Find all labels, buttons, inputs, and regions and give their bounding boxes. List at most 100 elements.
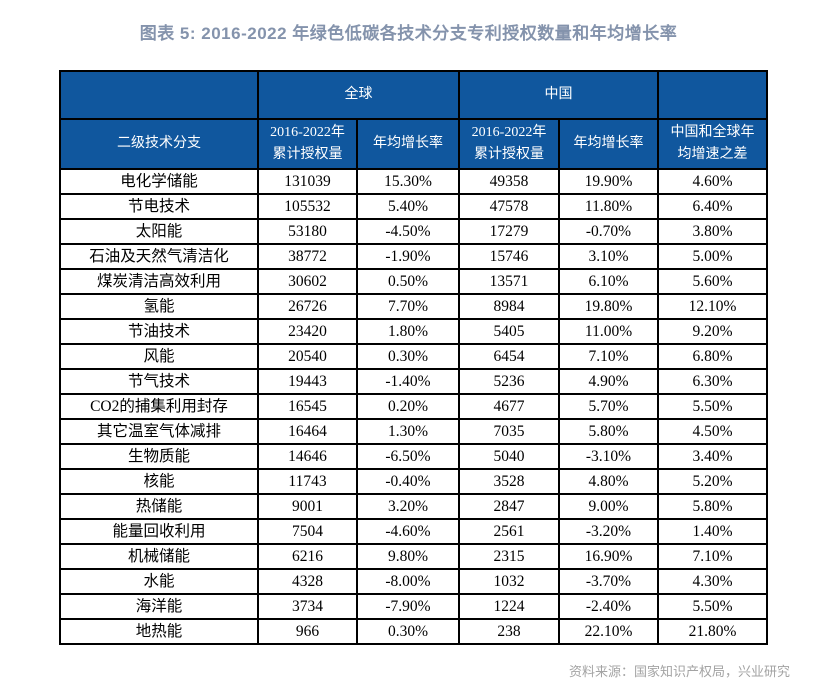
global-grants-cell: 30602 [257,268,358,295]
china-grants-cell: 17279 [458,218,560,245]
tech-branch-cell: 电化学储能 [59,168,259,195]
header-group-china: 中国 [458,70,659,120]
global-grants-cell: 7504 [257,518,358,545]
growth-diff-cell: 4.30% [657,568,768,595]
growth-diff-cell: 1.40% [657,518,768,545]
table-row: 氢能 26726 7.70% 8984 19.80% 12.10% [59,293,768,320]
growth-diff-cell: 7.10% [657,543,768,570]
china-grants-cell: 2561 [458,518,560,545]
header-corner-cell [59,70,259,120]
tech-branch-cell: 风能 [59,343,259,370]
growth-diff-cell: 5.20% [657,468,768,495]
table-row: 能量回收利用 7504 -4.60% 2561 -3.20% 1.40% [59,518,768,545]
patent-data-table: 全球 中国 二级技术分支 2016-2022年 累计授权量 年均增长率 2016… [59,70,768,645]
global-cagr-cell: 0.30% [356,618,460,645]
table-row: 海洋能 3734 -7.90% 1224 -2.40% 5.50% [59,593,768,620]
growth-diff-cell: 6.80% [657,343,768,370]
global-cagr-cell: -7.90% [356,593,460,620]
table-row: 机械储能 6216 9.80% 2315 16.90% 7.10% [59,543,768,570]
global-grants-cell: 9001 [257,493,358,520]
table-row: 电化学储能 131039 15.30% 49358 19.90% 4.60% [59,168,768,195]
china-grants-cell: 5040 [458,443,560,470]
table-row: 太阳能 53180 -4.50% 17279 -0.70% 3.80% [59,218,768,245]
growth-diff-cell: 6.30% [657,368,768,395]
tech-branch-cell: 节电技术 [59,193,259,220]
global-cagr-cell: -8.00% [356,568,460,595]
china-grants-cell: 238 [458,618,560,645]
table-header: 全球 中国 二级技术分支 2016-2022年 累计授权量 年均增长率 2016… [59,70,768,170]
global-grants-cell: 966 [257,618,358,645]
china-cagr-cell: -2.40% [558,593,659,620]
china-grants-cell: 6454 [458,343,560,370]
header-growth-diff: 中国和全球年 均增速之差 [657,118,768,170]
growth-diff-cell: 9.20% [657,318,768,345]
global-cagr-cell: -6.50% [356,443,460,470]
china-cagr-cell: 5.70% [558,393,659,420]
china-grants-cell: 2315 [458,543,560,570]
table-row: 水能 4328 -8.00% 1032 -3.70% 4.30% [59,568,768,595]
china-grants-cell: 1224 [458,593,560,620]
table-row: 核能 11743 -0.40% 3528 4.80% 5.20% [59,468,768,495]
data-source-note: 资料来源：国家知识产权局，兴业研究 [568,664,790,679]
table-row: 石油及天然气清洁化 38772 -1.90% 15746 3.10% 5.00% [59,243,768,270]
china-cagr-cell: 11.80% [558,193,659,220]
china-cagr-cell: 4.90% [558,368,659,395]
china-grants-cell: 3528 [458,468,560,495]
growth-diff-cell: 5.50% [657,593,768,620]
china-grants-cell: 2847 [458,493,560,520]
table-body: 电化学储能 131039 15.30% 49358 19.90% 4.60% 节电技术 105… [59,168,768,645]
china-cagr-cell: -3.10% [558,443,659,470]
tech-branch-cell: 海洋能 [59,593,259,620]
growth-diff-cell: 3.40% [657,443,768,470]
global-grants-cell: 6216 [257,543,358,570]
global-grants-cell: 16545 [257,393,358,420]
tech-branch-cell: 节油技术 [59,318,259,345]
header-china-cumulative-grants: 2016-2022年 累计授权量 [458,118,560,170]
tech-branch-cell: 其它温室气体减排 [59,418,259,445]
growth-diff-cell: 21.80% [657,618,768,645]
china-cagr-cell: 4.80% [558,468,659,495]
global-cagr-cell: 0.50% [356,268,460,295]
global-grants-cell: 20540 [257,343,358,370]
global-grants-cell: 3734 [257,593,358,620]
global-grants-cell: 53180 [257,218,358,245]
global-cagr-cell: 5.40% [356,193,460,220]
global-cagr-cell: 3.20% [356,493,460,520]
global-cagr-cell: 1.80% [356,318,460,345]
china-cagr-cell: 16.90% [558,543,659,570]
china-cagr-cell: 19.80% [558,293,659,320]
table-row: 风能 20540 0.30% 6454 7.10% 6.80% [59,343,768,370]
china-cagr-cell: -0.70% [558,218,659,245]
global-grants-cell: 16464 [257,418,358,445]
figure-title: 图表 5: 2016-2022 年绿色低碳各技术分支专利授权数量和年均增长率 [139,24,678,43]
growth-diff-cell: 5.60% [657,268,768,295]
global-cagr-cell: 0.20% [356,393,460,420]
global-grants-cell: 105532 [257,193,358,220]
china-cagr-cell: 22.10% [558,618,659,645]
china-cagr-cell: -3.20% [558,518,659,545]
china-cagr-cell: 5.80% [558,418,659,445]
global-cagr-cell: -4.60% [356,518,460,545]
china-cagr-cell: 6.10% [558,268,659,295]
global-cagr-cell: -4.50% [356,218,460,245]
header-group-row: 全球 中国 [59,70,768,120]
table-row: 节电技术 105532 5.40% 47578 11.80% 6.40% [59,193,768,220]
growth-diff-cell: 4.60% [657,168,768,195]
china-grants-cell: 13571 [458,268,560,295]
china-cagr-cell: 19.90% [558,168,659,195]
global-grants-cell: 11743 [257,468,358,495]
tech-branch-cell: 核能 [59,468,259,495]
global-grants-cell: 38772 [257,243,358,270]
global-cagr-cell: 15.30% [356,168,460,195]
china-cagr-cell: 11.00% [558,318,659,345]
growth-diff-cell: 5.00% [657,243,768,270]
header-global-cagr: 年均增长率 [356,118,460,170]
tech-branch-cell: 能量回收利用 [59,518,259,545]
china-cagr-cell: 9.00% [558,493,659,520]
global-cagr-cell: 1.30% [356,418,460,445]
growth-diff-cell: 4.50% [657,418,768,445]
china-grants-cell: 15746 [458,243,560,270]
tech-branch-cell: 水能 [59,568,259,595]
header-global-cumulative-grants: 2016-2022年 累计授权量 [257,118,358,170]
china-grants-cell: 7035 [458,418,560,445]
